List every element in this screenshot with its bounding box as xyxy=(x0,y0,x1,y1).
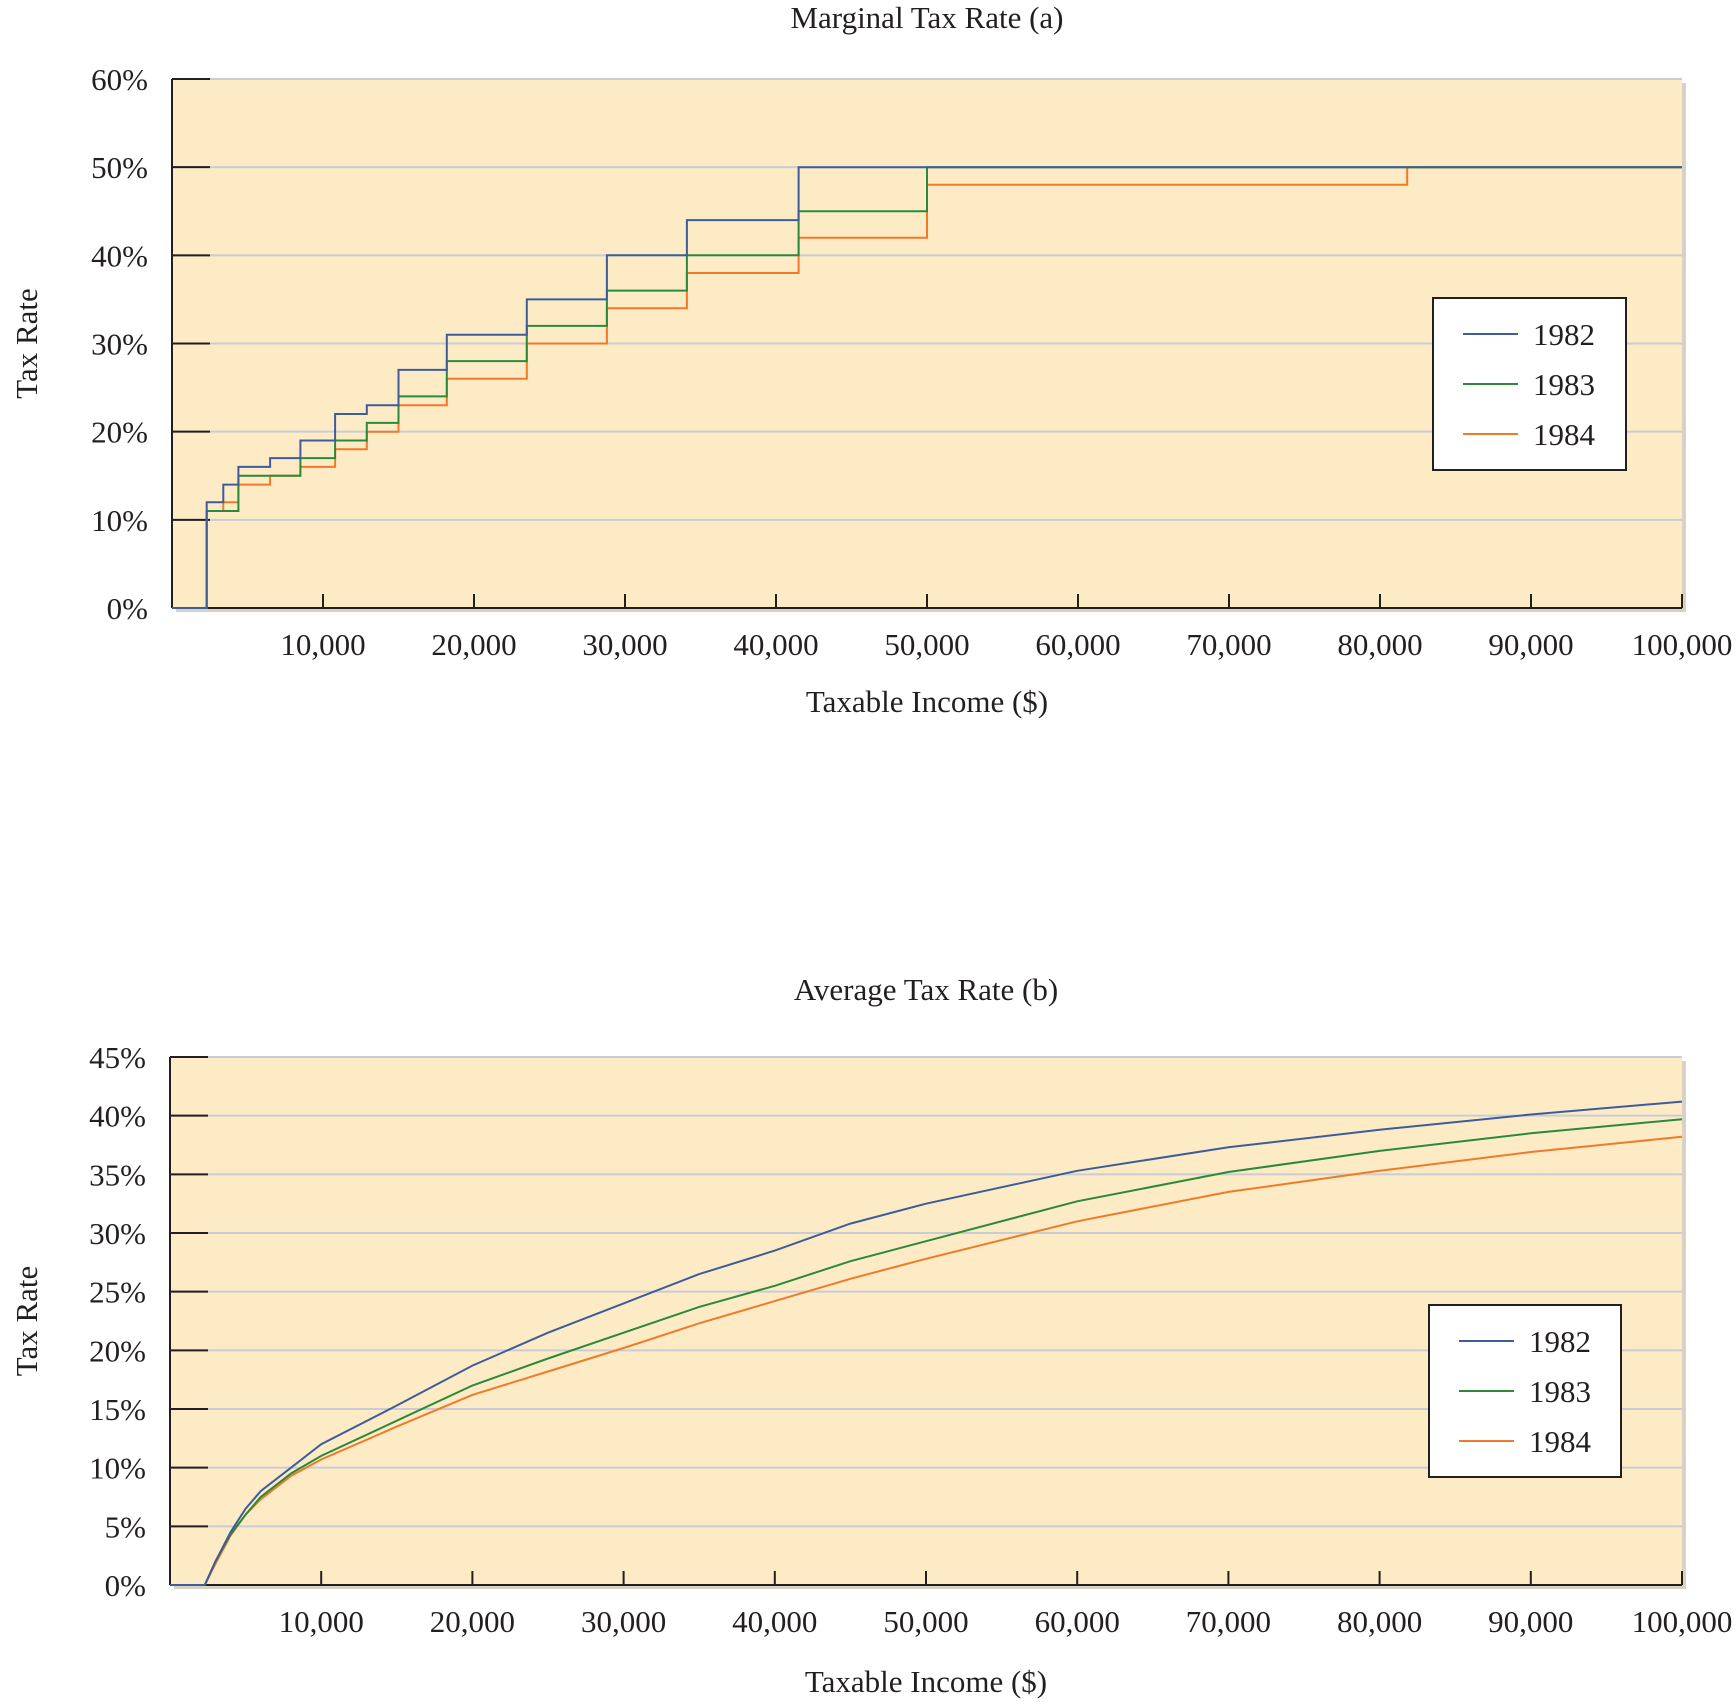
x-tick-label: 90,000 xyxy=(1488,1604,1573,1639)
x-tick-label: 10,000 xyxy=(279,1604,364,1639)
series-line-1983 xyxy=(172,166,1682,609)
x-tick-label: 20,000 xyxy=(431,627,516,662)
x-tick-label: 20,000 xyxy=(430,1604,515,1639)
x-tick-label: 70,000 xyxy=(1186,1604,1271,1639)
y-tick-label: 45% xyxy=(89,1040,146,1075)
legend-label-1984: 1984 xyxy=(1533,417,1596,452)
y-tick-label: 40% xyxy=(89,1099,146,1134)
legend-label-1984: 1984 xyxy=(1529,1424,1592,1459)
chart-title: Marginal Tax Rate (a) xyxy=(790,0,1063,35)
y-tick-label: 10% xyxy=(89,1451,146,1486)
x-tick-label: 90,000 xyxy=(1488,627,1573,662)
marginal-tax-rate-chart: 0% 10% 20% 30% 40% 50% 60% 10,000 20,000 30,000 40… xyxy=(9,0,1732,719)
y-tick-label: 40% xyxy=(91,238,148,273)
y-tick-label: 30% xyxy=(89,1216,146,1251)
x-tick-label: 50,000 xyxy=(883,1604,968,1639)
x-tick-label: 50,000 xyxy=(884,627,969,662)
x-tick-label: 80,000 xyxy=(1337,627,1422,662)
series-line-1982 xyxy=(170,1100,1683,1586)
y-tick-label: 15% xyxy=(89,1392,146,1427)
x-axis-label: Taxable Income ($) xyxy=(806,684,1048,719)
x-tick-label: 40,000 xyxy=(732,1604,817,1639)
y-tick-label: 60% xyxy=(91,62,148,97)
x-tick-label: 40,000 xyxy=(733,627,818,662)
x-tick-label: 10,000 xyxy=(280,627,365,662)
y-tick-label: 35% xyxy=(89,1157,146,1192)
x-tick-label: 60,000 xyxy=(1035,627,1120,662)
series-line-1983 xyxy=(170,1118,1683,1586)
chart-title: Average Tax Rate (b) xyxy=(794,972,1058,1007)
y-tick-label: 0% xyxy=(105,1568,146,1603)
y-tick-label: 50% xyxy=(91,150,148,185)
x-tick-label: 100,000 xyxy=(1632,1604,1733,1639)
legend-label-1983: 1983 xyxy=(1529,1374,1591,1409)
legend-label-1983: 1983 xyxy=(1533,367,1595,402)
x-tick-label: 70,000 xyxy=(1186,627,1271,662)
legend-label-1982: 1982 xyxy=(1529,1324,1591,1359)
x-tick-label: 60,000 xyxy=(1035,1604,1120,1639)
y-tick-label: 5% xyxy=(105,1509,146,1544)
y-axis-label: Tax Rate xyxy=(9,1266,44,1377)
average-tax-rate-chart: 0% 5% 10% 15% 20% 25% 30% 35% 40% 45% 10,000 20,000… xyxy=(9,972,1732,1699)
y-tick-label: 0% xyxy=(107,591,148,626)
y-tick-label: 20% xyxy=(91,415,148,450)
x-tick-label: 30,000 xyxy=(582,627,667,662)
x-tick-label: 30,000 xyxy=(581,1604,666,1639)
x-axis-label: Taxable Income ($) xyxy=(805,1664,1047,1699)
legend: 1982 1983 1984 xyxy=(1428,1304,1622,1478)
legend-box xyxy=(1432,297,1627,471)
legend: 1982 1983 1984 xyxy=(1432,297,1627,471)
y-tick-label: 20% xyxy=(89,1333,146,1368)
legend-label-1982: 1982 xyxy=(1533,317,1595,352)
y-tick-label: 30% xyxy=(91,327,148,362)
x-tick-label: 80,000 xyxy=(1337,1604,1422,1639)
y-tick-label: 25% xyxy=(89,1275,146,1310)
y-axis-label: Tax Rate xyxy=(9,288,44,399)
y-tick-label: 10% xyxy=(91,503,148,538)
x-tick-label: 100,000 xyxy=(1632,627,1733,662)
legend-box xyxy=(1428,1304,1622,1478)
series-line-1982 xyxy=(172,166,1682,609)
